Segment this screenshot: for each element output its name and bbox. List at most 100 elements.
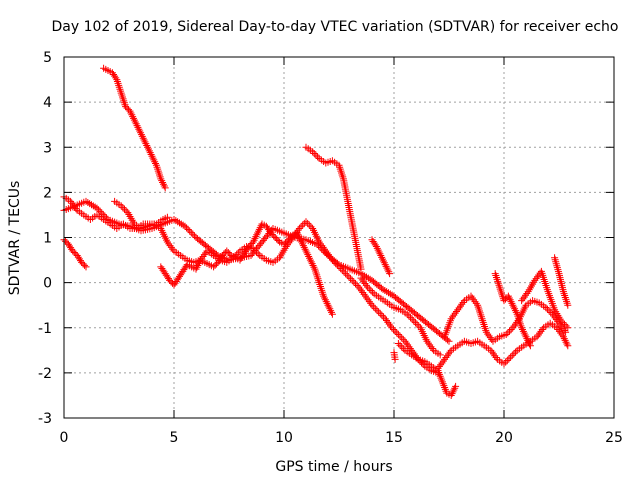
data-point — [157, 175, 165, 183]
data-point-fill — [322, 298, 330, 306]
data-point-fill — [200, 251, 208, 259]
data-point-fill — [385, 268, 393, 276]
data-point-fill — [350, 278, 358, 286]
data-point — [500, 297, 508, 305]
data-point — [249, 245, 257, 253]
data-point — [181, 222, 189, 230]
data-point-fill — [138, 132, 146, 140]
data-point-fill — [118, 93, 126, 101]
data-point-fill — [337, 265, 345, 273]
data-point-fill — [304, 251, 312, 259]
data-point-fill — [380, 259, 388, 267]
data-point — [271, 234, 279, 241]
data-point — [482, 328, 490, 336]
data-point — [117, 89, 125, 97]
data-point-fill — [497, 289, 505, 297]
data-point — [478, 315, 486, 323]
data-point — [315, 238, 323, 246]
data-point-fill — [492, 273, 500, 281]
data-point-fill — [251, 246, 259, 254]
data-point-fill — [141, 138, 149, 146]
data-point-fill — [159, 180, 167, 188]
data-point-fill — [503, 356, 511, 364]
data-point-fill — [510, 322, 518, 330]
data-point-fill — [494, 277, 502, 285]
data-point-fill — [327, 254, 335, 262]
data-point-fill — [521, 331, 529, 339]
data-point-fill — [449, 313, 457, 321]
data-point-fill — [357, 287, 365, 295]
data-point — [361, 292, 369, 300]
data-point-fill — [133, 122, 141, 130]
data-point — [447, 315, 455, 323]
series-track-b — [60, 236, 90, 271]
data-point-fill — [313, 271, 321, 279]
data-point-fill — [562, 338, 570, 346]
series-track-k — [390, 349, 399, 363]
data-point — [267, 229, 275, 237]
data-point-fill — [310, 263, 318, 271]
data-point-fill — [482, 326, 490, 334]
data-point — [531, 276, 539, 284]
data-point-fill — [189, 230, 197, 238]
data-point-fill — [501, 295, 509, 303]
data-point-fill — [378, 253, 386, 261]
data-point-fill — [428, 345, 436, 353]
data-point-fill — [251, 234, 259, 242]
data-point-fill — [96, 207, 104, 215]
data-point-fill — [95, 206, 103, 214]
data-point-fill — [506, 327, 513, 335]
data-point-fill — [438, 359, 446, 367]
data-point — [254, 229, 262, 237]
data-point — [335, 263, 343, 271]
data-point-fill — [494, 279, 502, 287]
data-point-fill — [427, 343, 435, 351]
data-point-fill — [143, 141, 151, 149]
data-point — [161, 184, 169, 192]
data-point-fill — [112, 74, 120, 82]
data-point-fill — [117, 87, 125, 95]
data-point-fill — [160, 182, 168, 190]
data-point-fill — [493, 275, 501, 283]
data-point-fill — [507, 298, 515, 306]
data-point — [391, 355, 399, 363]
chart-title: Day 102 of 2019, Sidereal Day-to-day VTE… — [52, 19, 619, 35]
data-point-fill — [321, 296, 329, 304]
data-point — [322, 247, 330, 255]
data-point-fill — [519, 295, 527, 303]
data-point-fill — [472, 299, 480, 307]
data-point-fill — [402, 339, 410, 347]
data-point-fill — [323, 299, 331, 307]
data-point — [452, 382, 460, 390]
data-point-fill — [250, 236, 258, 244]
data-point-fill — [424, 339, 432, 347]
data-point-fill — [407, 314, 414, 322]
data-point-fill — [158, 177, 166, 185]
data-point-fill — [448, 390, 456, 398]
data-point-fill — [443, 352, 451, 360]
data-point — [126, 107, 134, 115]
data-point — [284, 236, 292, 244]
data-point-fill — [399, 345, 407, 353]
data-point-fill — [358, 276, 366, 284]
data-point-fill — [562, 322, 570, 330]
data-point — [320, 292, 328, 300]
data-point — [381, 315, 389, 323]
data-point-fill — [356, 285, 364, 293]
data-point-fill — [312, 151, 320, 159]
data-point — [467, 292, 475, 300]
data-point — [507, 353, 515, 361]
data-point-fill — [376, 310, 384, 318]
data-point-fill — [496, 285, 504, 293]
data-point-fill — [561, 336, 569, 344]
data-point-fill — [273, 235, 281, 243]
data-point-fill — [198, 254, 206, 262]
data-point-fill — [186, 227, 194, 235]
data-point-fill — [361, 272, 369, 280]
data-point-fill — [458, 300, 466, 308]
data-point-fill — [182, 262, 190, 270]
data-point — [445, 337, 453, 345]
data-point-fill — [511, 305, 519, 313]
data-point — [509, 324, 517, 332]
